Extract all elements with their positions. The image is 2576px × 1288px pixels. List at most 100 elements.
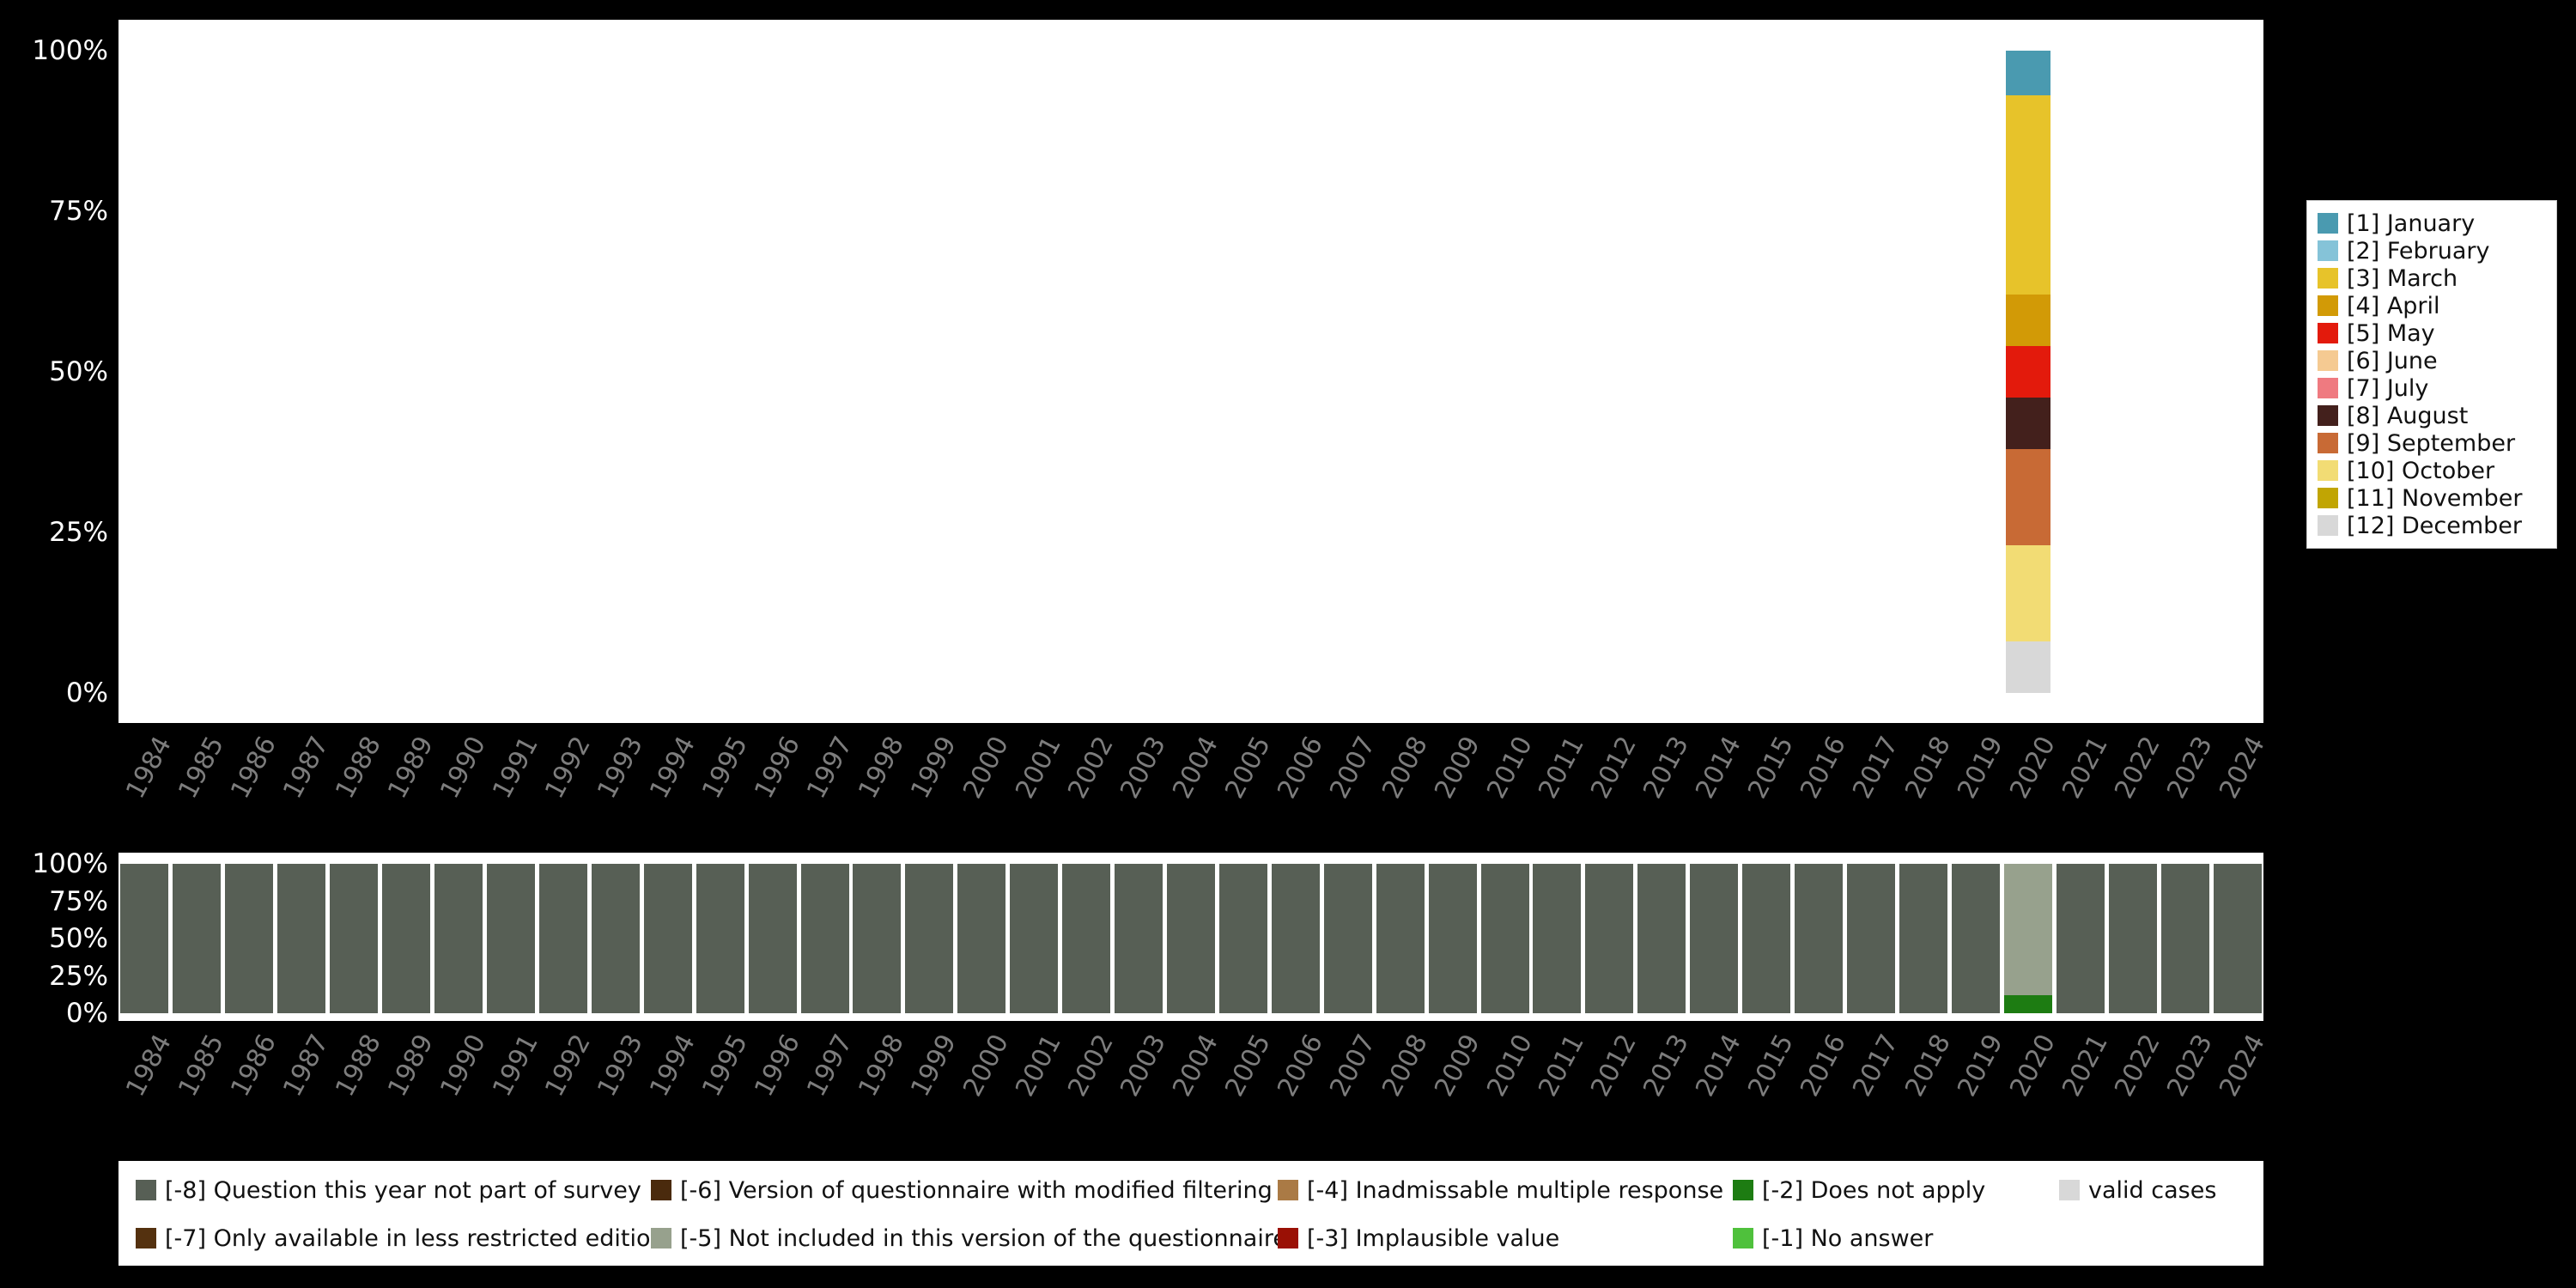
legend-swatch xyxy=(2318,488,2338,508)
bar-2020 xyxy=(2005,51,2050,693)
bar-segment xyxy=(957,864,1006,1013)
legend-swatch xyxy=(2318,405,2338,426)
legend-item: [11] November xyxy=(2318,484,2546,512)
bar-segment xyxy=(1533,864,1582,1013)
bar-segment xyxy=(120,864,169,1013)
bar-2016 xyxy=(1795,864,1844,1013)
bar-segment xyxy=(225,864,274,1013)
bar-1992 xyxy=(538,864,587,1013)
y-axis-label: 25% xyxy=(49,960,108,992)
bar-1984 xyxy=(120,864,169,1013)
legend-label: [5] May xyxy=(2347,319,2435,347)
legend-label: [-8] Question this year not part of surv… xyxy=(165,1176,641,1204)
legend-label: [1] January xyxy=(2347,210,2476,237)
legend-item: [5] May xyxy=(2318,319,2546,347)
legend-item: [10] October xyxy=(2318,457,2546,484)
legend-swatch xyxy=(651,1228,671,1249)
legend-item: [-2] Does not apply xyxy=(1733,1176,1985,1204)
legend-swatch xyxy=(1278,1228,1298,1249)
bar-2010 xyxy=(1480,864,1529,1013)
bar-segment xyxy=(486,864,535,1013)
bar-1991 xyxy=(486,864,535,1013)
legend-swatch xyxy=(2318,378,2338,398)
bar-1987 xyxy=(277,864,326,1013)
bar-2014 xyxy=(1690,864,1739,1013)
legend-swatch xyxy=(136,1180,156,1200)
legend-column: valid cases xyxy=(2059,1176,2216,1204)
bar-segment xyxy=(1951,864,2000,1013)
legend-swatch xyxy=(2318,323,2338,343)
y-axis-label: 0% xyxy=(65,998,108,1029)
legend-item: [-1] No answer xyxy=(1733,1224,1985,1252)
legend-swatch xyxy=(2318,433,2338,453)
bar-segment xyxy=(173,864,222,1013)
bar-segment xyxy=(748,864,797,1013)
legend-swatch xyxy=(2059,1180,2080,1200)
y-axis-label: 100% xyxy=(32,848,108,879)
bar-segment xyxy=(1167,864,1215,1013)
legend-label: [2] February xyxy=(2347,237,2490,264)
bar-1993 xyxy=(591,864,640,1013)
legend-swatch xyxy=(2318,295,2338,316)
legend-label: [-5] Not included in this version of the… xyxy=(680,1224,1287,1252)
legend-item: [1] January xyxy=(2318,210,2546,237)
bar-segment xyxy=(2056,864,2105,1013)
legend-item: [-6] Version of questionnaire with modif… xyxy=(651,1176,1287,1204)
bar-1997 xyxy=(800,864,849,1013)
legend-item: [-4] Inadmissable multiple response xyxy=(1278,1176,1723,1204)
bar-segment xyxy=(591,864,640,1013)
legend-swatch xyxy=(1278,1180,1298,1200)
legend-item: [-5] Not included in this version of the… xyxy=(651,1224,1287,1252)
bar-segment xyxy=(2213,864,2262,1013)
bar-segment xyxy=(2005,397,2050,449)
legend-label: [-7] Only available in less restricted e… xyxy=(165,1224,665,1252)
legend-swatch xyxy=(1733,1180,1753,1200)
bar-segment xyxy=(1218,864,1267,1013)
legend-column: [-4] Inadmissable multiple response [-3] … xyxy=(1278,1176,1723,1252)
legend-label: [7] July xyxy=(2347,374,2429,402)
bar-segment xyxy=(2005,641,2050,693)
top-chart-plot xyxy=(118,20,2263,723)
legend-label: [-3] Implausible value xyxy=(1307,1224,1560,1252)
bar-segment xyxy=(1742,864,1791,1013)
bar-2017 xyxy=(1847,864,1896,1013)
bar-segment xyxy=(434,864,483,1013)
bar-segment xyxy=(800,864,849,1013)
legend-swatch xyxy=(2318,350,2338,371)
legend-column: [-2] Does not apply [-1] No answer xyxy=(1733,1176,1985,1252)
bar-2001 xyxy=(1010,864,1059,1013)
bar-segment xyxy=(1795,864,1844,1013)
bar-2009 xyxy=(1428,864,1477,1013)
bar-2013 xyxy=(1637,864,1686,1013)
bar-2006 xyxy=(1271,864,1320,1013)
bar-segment xyxy=(2005,295,2050,347)
bar-2020 xyxy=(2003,864,2052,1013)
bar-segment xyxy=(2005,95,2050,295)
bar-segment xyxy=(382,864,431,1013)
legend-swatch xyxy=(2318,515,2338,536)
bar-2012 xyxy=(1585,864,1634,1013)
bottom-chart-plot xyxy=(118,853,2263,1021)
bar-2022 xyxy=(2108,864,2157,1013)
y-axis-label: 100% xyxy=(32,35,108,66)
bar-segment xyxy=(905,864,954,1013)
legend-label: [12] December xyxy=(2347,512,2523,539)
bar-1995 xyxy=(696,864,744,1013)
bar-segment xyxy=(1062,864,1111,1013)
bar-2005 xyxy=(1218,864,1267,1013)
legend-label: [9] September xyxy=(2347,429,2516,457)
legend-label: [-1] No answer xyxy=(1762,1224,1934,1252)
legend-swatch xyxy=(1733,1228,1753,1249)
legend-swatch xyxy=(651,1180,671,1200)
bar-1990 xyxy=(434,864,483,1013)
bar-2021 xyxy=(2056,864,2105,1013)
legend-label: [11] November xyxy=(2347,484,2523,512)
bar-segment xyxy=(853,864,902,1013)
bar-2011 xyxy=(1533,864,1582,1013)
bar-segment xyxy=(1323,864,1372,1013)
bar-2019 xyxy=(1951,864,2000,1013)
legend-label: [8] August xyxy=(2347,402,2469,429)
y-axis-label: 50% xyxy=(49,356,108,387)
bar-segment xyxy=(2005,448,2050,545)
